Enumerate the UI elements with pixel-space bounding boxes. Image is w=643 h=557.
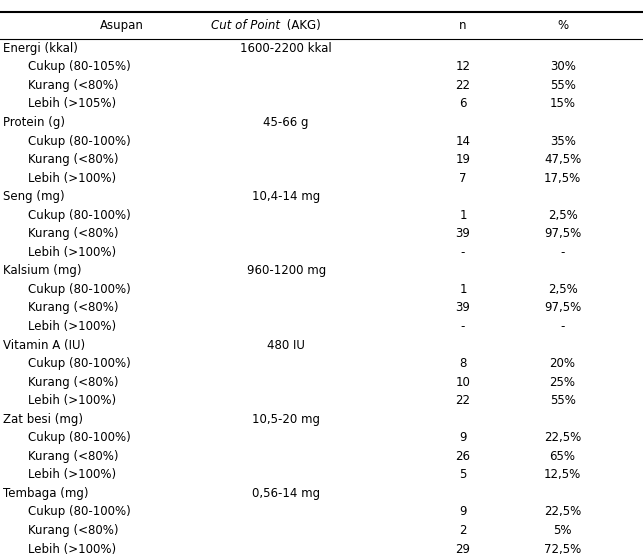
- Text: -: -: [561, 320, 565, 333]
- Text: Seng (mg): Seng (mg): [3, 190, 65, 203]
- Text: Cukup (80-100%): Cukup (80-100%): [28, 505, 131, 519]
- Text: Lebih (>100%): Lebih (>100%): [28, 394, 116, 407]
- Text: 35%: 35%: [550, 134, 575, 148]
- Text: Kurang (<80%): Kurang (<80%): [28, 524, 118, 537]
- Text: 97,5%: 97,5%: [544, 301, 581, 315]
- Text: Kurang (<80%): Kurang (<80%): [28, 375, 118, 389]
- Text: 10,5-20 mg: 10,5-20 mg: [252, 413, 320, 426]
- Text: Zat besi (mg): Zat besi (mg): [3, 413, 83, 426]
- Text: 15%: 15%: [550, 97, 575, 110]
- Text: 6: 6: [459, 97, 467, 110]
- Text: Lebih (>100%): Lebih (>100%): [28, 246, 116, 259]
- Text: -: -: [561, 246, 565, 259]
- Text: Cukup (80-100%): Cukup (80-100%): [28, 431, 131, 444]
- Text: 72,5%: 72,5%: [544, 543, 581, 555]
- Text: Kurang (<80%): Kurang (<80%): [28, 79, 118, 92]
- Text: 14: 14: [455, 134, 471, 148]
- Text: 10,4-14 mg: 10,4-14 mg: [252, 190, 320, 203]
- Text: 17,5%: 17,5%: [544, 172, 581, 184]
- Text: 12,5%: 12,5%: [544, 468, 581, 481]
- Text: Kalsium (mg): Kalsium (mg): [3, 265, 82, 277]
- Text: 45-66 g: 45-66 g: [264, 116, 309, 129]
- Text: 2,5%: 2,5%: [548, 209, 577, 222]
- Text: 960-1200 mg: 960-1200 mg: [246, 265, 326, 277]
- Text: Kurang (<80%): Kurang (<80%): [28, 227, 118, 240]
- Text: 2: 2: [459, 524, 467, 537]
- Text: -: -: [461, 320, 465, 333]
- Text: 47,5%: 47,5%: [544, 153, 581, 166]
- Text: 5%: 5%: [554, 524, 572, 537]
- Text: (AKG): (AKG): [283, 19, 321, 32]
- Text: 9: 9: [459, 431, 467, 444]
- Text: %: %: [557, 19, 568, 32]
- Text: Cukup (80-100%): Cukup (80-100%): [28, 209, 131, 222]
- Text: Kurang (<80%): Kurang (<80%): [28, 450, 118, 463]
- Text: Vitamin A (IU): Vitamin A (IU): [3, 339, 86, 351]
- Text: Tembaga (mg): Tembaga (mg): [3, 487, 89, 500]
- Text: 55%: 55%: [550, 394, 575, 407]
- Text: 10: 10: [455, 375, 471, 389]
- Text: 22,5%: 22,5%: [544, 505, 581, 519]
- Text: Kurang (<80%): Kurang (<80%): [28, 301, 118, 315]
- Text: 0,56-14 mg: 0,56-14 mg: [252, 487, 320, 500]
- Text: 12: 12: [455, 60, 471, 74]
- Text: Energi (kkal): Energi (kkal): [3, 42, 78, 55]
- Text: Lebih (>100%): Lebih (>100%): [28, 468, 116, 481]
- Text: 1600-2200 kkal: 1600-2200 kkal: [240, 42, 332, 55]
- Text: Lebih (>105%): Lebih (>105%): [28, 97, 116, 110]
- Text: 22,5%: 22,5%: [544, 431, 581, 444]
- Text: 480 IU: 480 IU: [267, 339, 305, 351]
- Text: 65%: 65%: [550, 450, 575, 463]
- Text: Lebih (>100%): Lebih (>100%): [28, 543, 116, 555]
- Text: 29: 29: [455, 543, 471, 555]
- Text: 20%: 20%: [550, 357, 575, 370]
- Text: Asupan: Asupan: [100, 19, 144, 32]
- Text: Protein (g): Protein (g): [3, 116, 65, 129]
- Text: 22: 22: [455, 79, 471, 92]
- Text: 22: 22: [455, 394, 471, 407]
- Text: 5: 5: [459, 468, 467, 481]
- Text: 30%: 30%: [550, 60, 575, 74]
- Text: Lebih (>100%): Lebih (>100%): [28, 172, 116, 184]
- Text: 97,5%: 97,5%: [544, 227, 581, 240]
- Text: Lebih (>100%): Lebih (>100%): [28, 320, 116, 333]
- Text: Cukup (80-105%): Cukup (80-105%): [28, 60, 131, 74]
- Text: 2,5%: 2,5%: [548, 283, 577, 296]
- Text: Kurang (<80%): Kurang (<80%): [28, 153, 118, 166]
- Text: Cukup (80-100%): Cukup (80-100%): [28, 357, 131, 370]
- Text: 1: 1: [459, 209, 467, 222]
- Text: -: -: [461, 246, 465, 259]
- Text: 39: 39: [455, 301, 471, 315]
- Text: n: n: [459, 19, 467, 32]
- Text: Cut of Point: Cut of Point: [211, 19, 280, 32]
- Text: 39: 39: [455, 227, 471, 240]
- Text: 9: 9: [459, 505, 467, 519]
- Text: Cukup (80-100%): Cukup (80-100%): [28, 134, 131, 148]
- Text: 1: 1: [459, 283, 467, 296]
- Text: 25%: 25%: [550, 375, 575, 389]
- Text: Cukup (80-100%): Cukup (80-100%): [28, 283, 131, 296]
- Text: 55%: 55%: [550, 79, 575, 92]
- Text: 19: 19: [455, 153, 471, 166]
- Text: 8: 8: [459, 357, 467, 370]
- Text: 26: 26: [455, 450, 471, 463]
- Text: 7: 7: [459, 172, 467, 184]
